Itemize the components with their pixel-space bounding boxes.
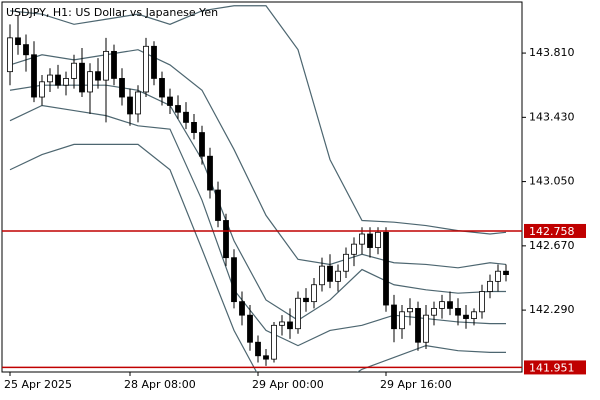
candle-body — [255, 341, 261, 357]
candle-body — [135, 91, 141, 115]
candle-body — [207, 155, 213, 191]
candle-body — [287, 321, 293, 330]
candle-body — [351, 243, 357, 255]
candle-body — [463, 314, 469, 319]
candle-body — [111, 50, 117, 79]
band-line — [9, 5, 507, 235]
candle-body — [503, 270, 509, 275]
candle-body — [439, 301, 445, 309]
y-tick-label: 143.810 — [529, 46, 575, 59]
y-tick-label: 143.430 — [529, 110, 575, 123]
candle-body — [271, 324, 277, 360]
candle-body — [407, 308, 413, 313]
candle-body — [263, 355, 269, 360]
plot-frame — [1, 1, 523, 373]
candle-body — [447, 301, 453, 309]
candle-body — [343, 253, 349, 272]
candle-body — [39, 81, 45, 98]
candle-body — [479, 291, 485, 313]
candle-body — [127, 96, 133, 115]
candle-body — [431, 308, 437, 316]
candle-body — [63, 78, 69, 86]
candle-body — [7, 37, 13, 73]
chart-title: USDJPY, H1: US Dollar vs Japanese Yen — [6, 6, 218, 19]
x-tick-label: 25 Apr 2025 — [4, 378, 72, 391]
band-line — [9, 49, 507, 269]
candle-body — [103, 50, 109, 81]
candle-body — [423, 314, 429, 343]
candle-body — [319, 265, 325, 286]
level-label: 142.758 — [529, 225, 575, 238]
candle-body — [487, 280, 493, 292]
band-line — [9, 104, 506, 347]
candle-body — [295, 297, 301, 330]
candle-body — [151, 45, 157, 79]
candle-body — [471, 311, 477, 319]
candle-body — [15, 37, 21, 46]
candle-body — [239, 301, 245, 316]
candle-body — [199, 132, 205, 157]
band-line — [9, 143, 506, 372]
level-label: 141.951 — [529, 361, 575, 374]
plot-area — [7, 5, 509, 372]
candle-body — [375, 231, 381, 248]
candle-body — [399, 311, 405, 330]
candle-body — [95, 71, 101, 81]
candle-body — [327, 265, 333, 282]
level-label-box — [524, 360, 586, 375]
candle-body — [455, 308, 461, 316]
candle-body — [247, 314, 253, 343]
y-tick-label: 142.290 — [529, 303, 575, 316]
candle-body — [71, 62, 77, 79]
candle-body — [279, 321, 285, 326]
level-label-box — [524, 223, 586, 238]
candle-body — [143, 45, 149, 93]
candle-body — [415, 308, 421, 343]
candle-body — [119, 78, 125, 98]
x-tick-label: 28 Apr 08:00 — [124, 378, 196, 391]
candle-body — [303, 297, 309, 303]
x-tick-label: 29 Apr 00:00 — [252, 378, 324, 391]
y-tick-label: 143.050 — [529, 175, 575, 188]
candle-body — [391, 304, 397, 330]
candle-body — [79, 62, 85, 93]
candle-body — [383, 231, 389, 306]
candle-body — [31, 54, 37, 98]
candle-body — [191, 122, 197, 133]
candle-body — [47, 74, 53, 83]
candle-body — [359, 233, 365, 245]
candle-body — [215, 189, 221, 221]
candle-body — [23, 44, 29, 56]
candle-body — [311, 284, 317, 303]
candle-body — [335, 270, 341, 282]
x-tick-label: 29 Apr 16:00 — [380, 378, 452, 391]
band-line — [9, 84, 506, 321]
y-tick-label: 142.670 — [529, 239, 575, 252]
candle-body — [167, 96, 173, 106]
candle-body — [175, 105, 181, 113]
candle-body — [159, 78, 165, 98]
candle-body — [231, 257, 237, 303]
candle-body — [183, 111, 189, 123]
candle-body — [223, 220, 229, 259]
candle-body — [495, 270, 501, 282]
candle-body — [367, 233, 373, 248]
candle-body — [55, 74, 61, 86]
candle-body — [87, 71, 93, 93]
